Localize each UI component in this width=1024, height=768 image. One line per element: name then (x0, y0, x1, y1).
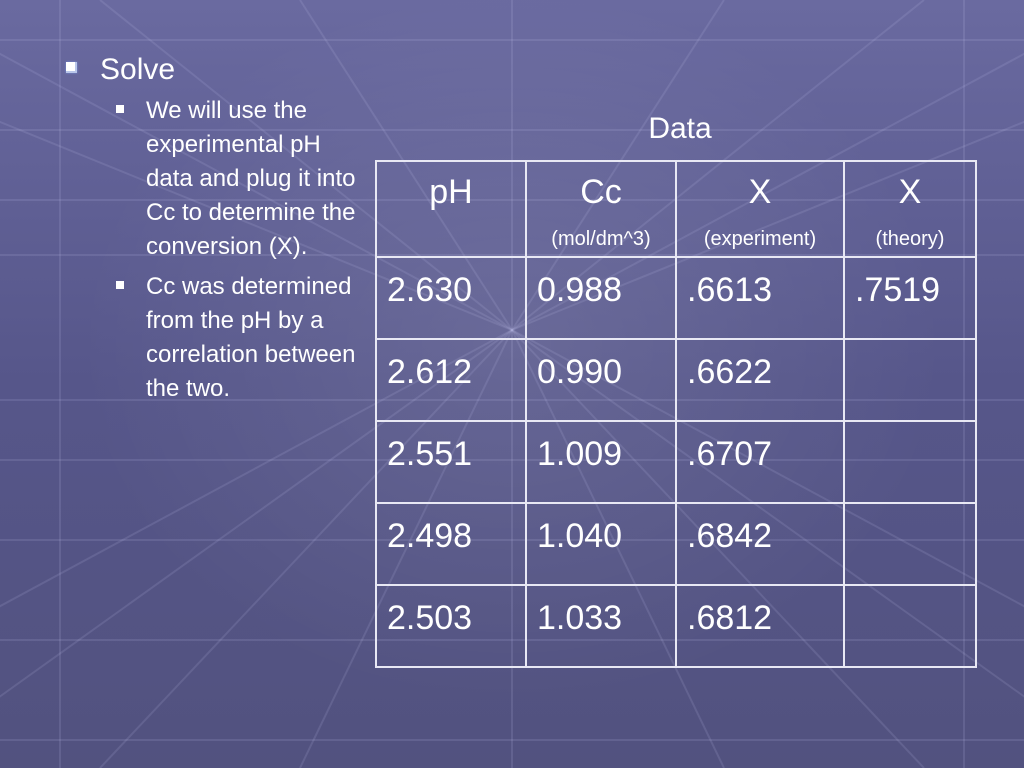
table-cell: 0.988 (525, 256, 677, 340)
bullet-list: Solve We will use the experimental pH da… (62, 52, 372, 412)
table-cell: 1.040 (525, 502, 677, 586)
header-main: X (898, 173, 922, 211)
table-cell: 1.033 (525, 584, 677, 668)
header-main: pH (429, 173, 473, 211)
bullet-item-text: We will use the experimental pH data and… (146, 97, 356, 260)
table-row: 2.503 1.033 .6812 (375, 584, 977, 668)
table-cell: .7519 (843, 256, 977, 340)
header-sub: (experiment) (703, 228, 817, 250)
table-cell: 2.630 (375, 256, 527, 340)
table-cell: .6707 (675, 420, 845, 504)
table-cell: 2.612 (375, 338, 527, 422)
table-header-row: pH Cc (mol/dm^3) X (experiment) X (theor… (375, 160, 977, 258)
header-main: Cc (580, 173, 622, 211)
header-cell: X (experiment) (675, 160, 845, 258)
bullet-item-text: Cc was determined from the pH by a corre… (146, 273, 356, 402)
table-cell (843, 584, 977, 668)
table-cell (843, 502, 977, 586)
square-bullet-icon (116, 281, 124, 289)
table-cell (843, 338, 977, 422)
table-cell: 2.503 (375, 584, 527, 668)
bullet-item: Cc was determined from the pH by a corre… (62, 270, 372, 406)
square-bullet-icon (66, 62, 77, 73)
bullet-heading: Solve (62, 52, 372, 88)
header-sub: (theory) (875, 228, 945, 250)
table-cell: .6812 (675, 584, 845, 668)
bullet-item: We will use the experimental pH data and… (62, 94, 372, 264)
square-bullet-icon (116, 105, 124, 113)
table-cell: 2.498 (375, 502, 527, 586)
table-cell: .6613 (675, 256, 845, 340)
header-cell: Cc (mol/dm^3) (525, 160, 677, 258)
table-cell: .6842 (675, 502, 845, 586)
header-cell: X (theory) (843, 160, 977, 258)
table-row: 2.612 0.990 .6622 (375, 338, 977, 422)
table-cell: .6622 (675, 338, 845, 422)
data-table: pH Cc (mol/dm^3) X (experiment) X (theor… (375, 160, 977, 668)
table-cell (843, 420, 977, 504)
table-row: 2.630 0.988 .6613 .7519 (375, 256, 977, 340)
header-cell: pH (375, 160, 527, 258)
header-sub: (mol/dm^3) (551, 228, 651, 250)
table-cell: 0.990 (525, 338, 677, 422)
table-cell: 1.009 (525, 420, 677, 504)
table-row: 2.498 1.040 .6842 (375, 502, 977, 586)
header-main: X (748, 173, 772, 211)
bullet-heading-text: Solve (100, 53, 176, 86)
table-row: 2.551 1.009 .6707 (375, 420, 977, 504)
table-title: Data (648, 112, 712, 145)
table-cell: 2.551 (375, 420, 527, 504)
header-sub (377, 212, 525, 226)
